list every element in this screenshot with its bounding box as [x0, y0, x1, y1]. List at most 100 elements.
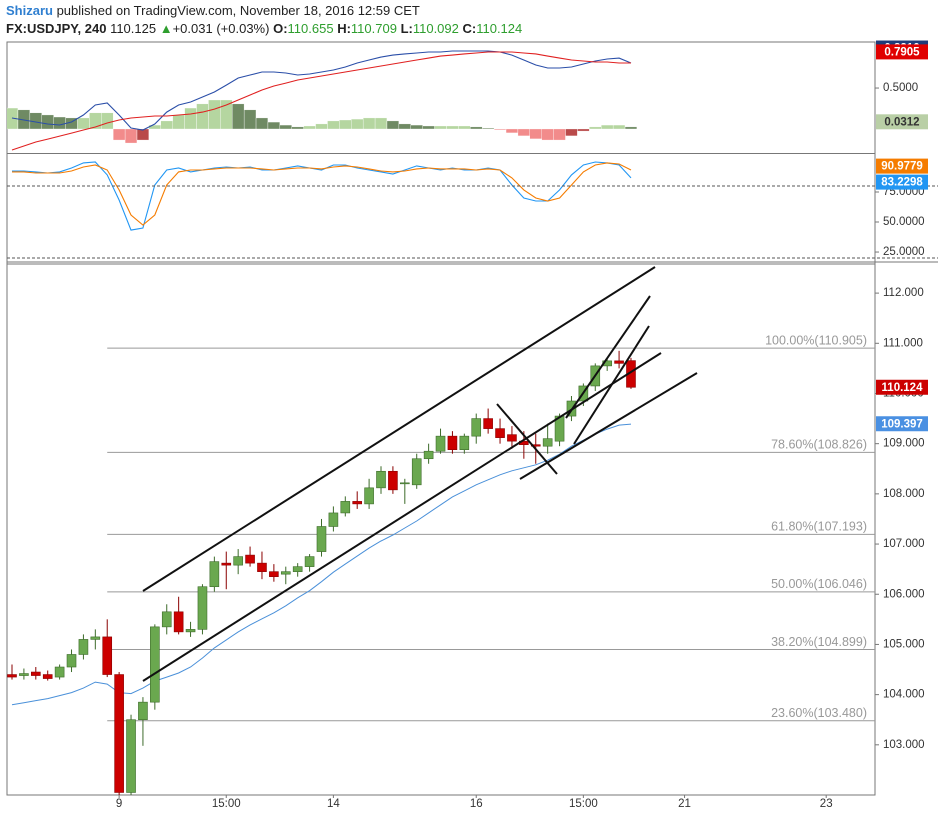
histogram-bar	[53, 116, 66, 130]
histogram-bar	[172, 114, 185, 130]
high-value: 110.709	[350, 21, 397, 36]
price-tag-label: 83.2298	[881, 177, 923, 189]
trend-line	[565, 295, 651, 419]
candle-body	[292, 566, 303, 572]
candle-body	[114, 674, 124, 793]
symbol: FX:USDJPY, 240	[6, 21, 107, 36]
candle-body	[340, 501, 351, 514]
histogram-bar	[517, 128, 530, 137]
fib-label: 23.60%(103.480)	[771, 706, 867, 720]
histogram-bar	[101, 112, 114, 130]
histogram-bar	[624, 126, 638, 130]
publish-line: Shizaru published on TradingView.com, No…	[6, 3, 420, 18]
price-tag-label: 110.124	[882, 382, 924, 394]
candle-body	[19, 673, 29, 676]
price-tag-label: 109.397	[881, 418, 923, 430]
candle-body	[173, 611, 184, 633]
fib-label: 78.60%(108.826)	[771, 438, 867, 452]
histogram-bar	[613, 124, 626, 130]
y-tick-label: 107.000	[883, 538, 925, 550]
histogram-bar	[327, 120, 340, 130]
published-text: published on TradingView.com, November 1…	[52, 3, 420, 18]
candle-body	[542, 438, 553, 447]
histogram-bar	[577, 128, 590, 132]
candle-body	[316, 526, 327, 552]
histogram-bar	[255, 117, 269, 130]
histogram-bar	[220, 99, 233, 130]
price-tag-label: 90.9779	[881, 161, 923, 173]
candle-body	[328, 512, 339, 527]
plot-layer: 100.00%(110.905) 78.60%(108.826) 61.80%(10…	[7, 40, 938, 810]
histogram-bar	[398, 123, 411, 130]
price-tag	[876, 114, 928, 130]
fib-label: 50.00%(106.046)	[771, 577, 867, 591]
macd-plot	[7, 50, 638, 151]
y-tick-label: 109.000	[883, 438, 925, 450]
histogram-bar	[589, 126, 602, 130]
histogram-bar	[601, 124, 614, 130]
candle-body	[364, 487, 374, 505]
y-tick-label: 25.0000	[883, 246, 925, 258]
candle-body	[400, 482, 410, 485]
candle-body	[507, 434, 517, 442]
trend-line	[142, 266, 656, 592]
x-tick-label: 15:00	[212, 798, 241, 810]
price-tag-label: 0.0312	[884, 116, 919, 128]
fib-label: 38.20%(104.899)	[771, 635, 867, 649]
histogram-bar	[553, 128, 566, 141]
price-tag	[876, 158, 928, 174]
author[interactable]: Shizaru	[6, 3, 53, 18]
candle-body	[221, 562, 232, 566]
candle-body	[102, 636, 113, 675]
open-value: 110.655	[287, 21, 334, 36]
histogram-bar	[279, 124, 292, 130]
histogram-bar	[458, 125, 471, 130]
histogram-bar	[565, 128, 578, 137]
symbol-line: FX:USDJPY, 240 110.125 ▲+0.031 (+0.03%) …	[6, 21, 522, 36]
histogram-bar	[386, 120, 399, 130]
last-price: 110.125	[110, 21, 157, 36]
low-label: L:	[400, 21, 413, 36]
change-arrow: ▲	[159, 21, 173, 36]
price-tag	[876, 44, 928, 60]
price-tag	[876, 416, 928, 432]
y-tick-label: 106.000	[883, 588, 925, 600]
candle-body	[7, 674, 17, 678]
open-label: O:	[273, 21, 288, 36]
trend-lines	[142, 266, 698, 682]
trend-line	[573, 325, 650, 445]
histogram-bar	[303, 125, 316, 130]
candle-body	[423, 450, 434, 460]
y-tick-label: 105.000	[883, 638, 925, 650]
histogram-bar	[482, 127, 495, 130]
macd-line	[11, 50, 632, 131]
x-tick-label: 16	[470, 798, 483, 810]
histogram-bar	[374, 117, 388, 130]
histogram-bar	[505, 128, 518, 134]
histogram-bar	[41, 114, 54, 130]
histogram-bar	[267, 121, 280, 130]
price-tag	[876, 174, 928, 190]
candle-body	[257, 562, 267, 572]
candle-body	[435, 435, 446, 452]
candle-body	[471, 418, 482, 437]
candle-body	[138, 701, 148, 721]
candle-body	[126, 719, 136, 793]
candle-body	[269, 571, 279, 577]
stoch-line	[12, 162, 632, 226]
histogram-bar	[446, 125, 459, 130]
trend-line	[519, 372, 698, 480]
histogram-bar	[196, 103, 209, 130]
candle-body	[411, 458, 422, 486]
high-label: H:	[337, 21, 351, 36]
candle-body	[66, 654, 77, 668]
histogram-bar	[422, 125, 435, 130]
histogram-bar	[410, 124, 423, 130]
change: +0.031 (+0.03%)	[172, 21, 270, 36]
histogram-bar	[315, 123, 328, 130]
histogram-bar	[160, 120, 173, 130]
y-tick-label: 111.000	[883, 337, 923, 349]
fib-label: 100.00%(110.905)	[765, 333, 867, 347]
candle-body	[42, 674, 53, 679]
